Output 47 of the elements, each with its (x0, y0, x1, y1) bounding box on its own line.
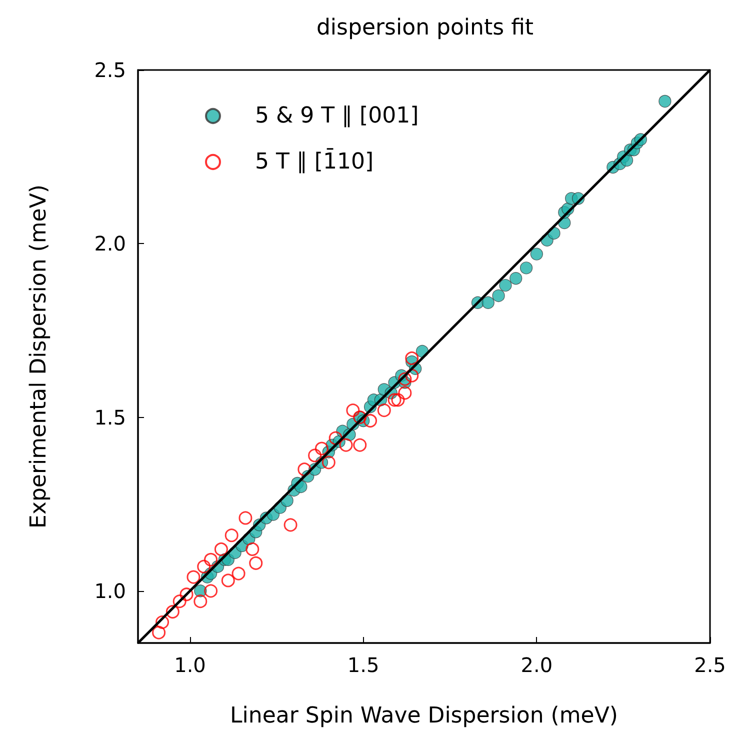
point (298, 462, 312, 476)
point (364, 414, 378, 428)
point (377, 404, 391, 418)
point (186, 570, 200, 584)
legend-label: 5 & 9 T ∥ [001] (255, 104, 419, 128)
point (391, 393, 405, 407)
point (339, 438, 353, 452)
point (224, 528, 238, 542)
point (405, 351, 419, 365)
point (156, 615, 170, 629)
point (238, 511, 252, 525)
x-tick-label: 2.0 (520, 653, 553, 677)
point (214, 542, 228, 556)
point (152, 626, 166, 640)
point (353, 438, 367, 452)
point (194, 594, 208, 608)
legend-label: 5 T ∥ [1̄10] (255, 147, 374, 174)
point (249, 556, 263, 570)
point (398, 372, 412, 386)
x-tick-label: 1.0 (174, 653, 206, 677)
point (308, 448, 322, 462)
point (204, 584, 218, 598)
point (388, 393, 402, 407)
point (232, 566, 246, 580)
point (172, 594, 186, 608)
point (314, 442, 328, 456)
point (398, 386, 412, 400)
point (328, 431, 342, 445)
point (197, 560, 211, 574)
point (180, 588, 194, 602)
point (284, 518, 298, 532)
y-tick-label: 1.0 (94, 578, 126, 603)
point (204, 552, 218, 566)
point (405, 368, 419, 382)
point (322, 456, 336, 470)
point (221, 574, 235, 588)
point (346, 404, 360, 418)
y-tick-label: 2.5 (94, 58, 126, 82)
x-tick-label: 1.5 (347, 653, 380, 677)
chart-title: dispersion points fit (316, 16, 534, 40)
x-tick-label: 2.5 (694, 653, 726, 677)
point (246, 542, 260, 556)
y-tick-label: 1.5 (94, 405, 126, 430)
x-axis-title: Linear Spin Wave Dispersion (meV) (230, 704, 618, 728)
point (166, 605, 180, 618)
y-tick-label: 2.0 (94, 232, 126, 256)
y-axis-title: Experimental Dispersion (meV) (26, 184, 52, 528)
